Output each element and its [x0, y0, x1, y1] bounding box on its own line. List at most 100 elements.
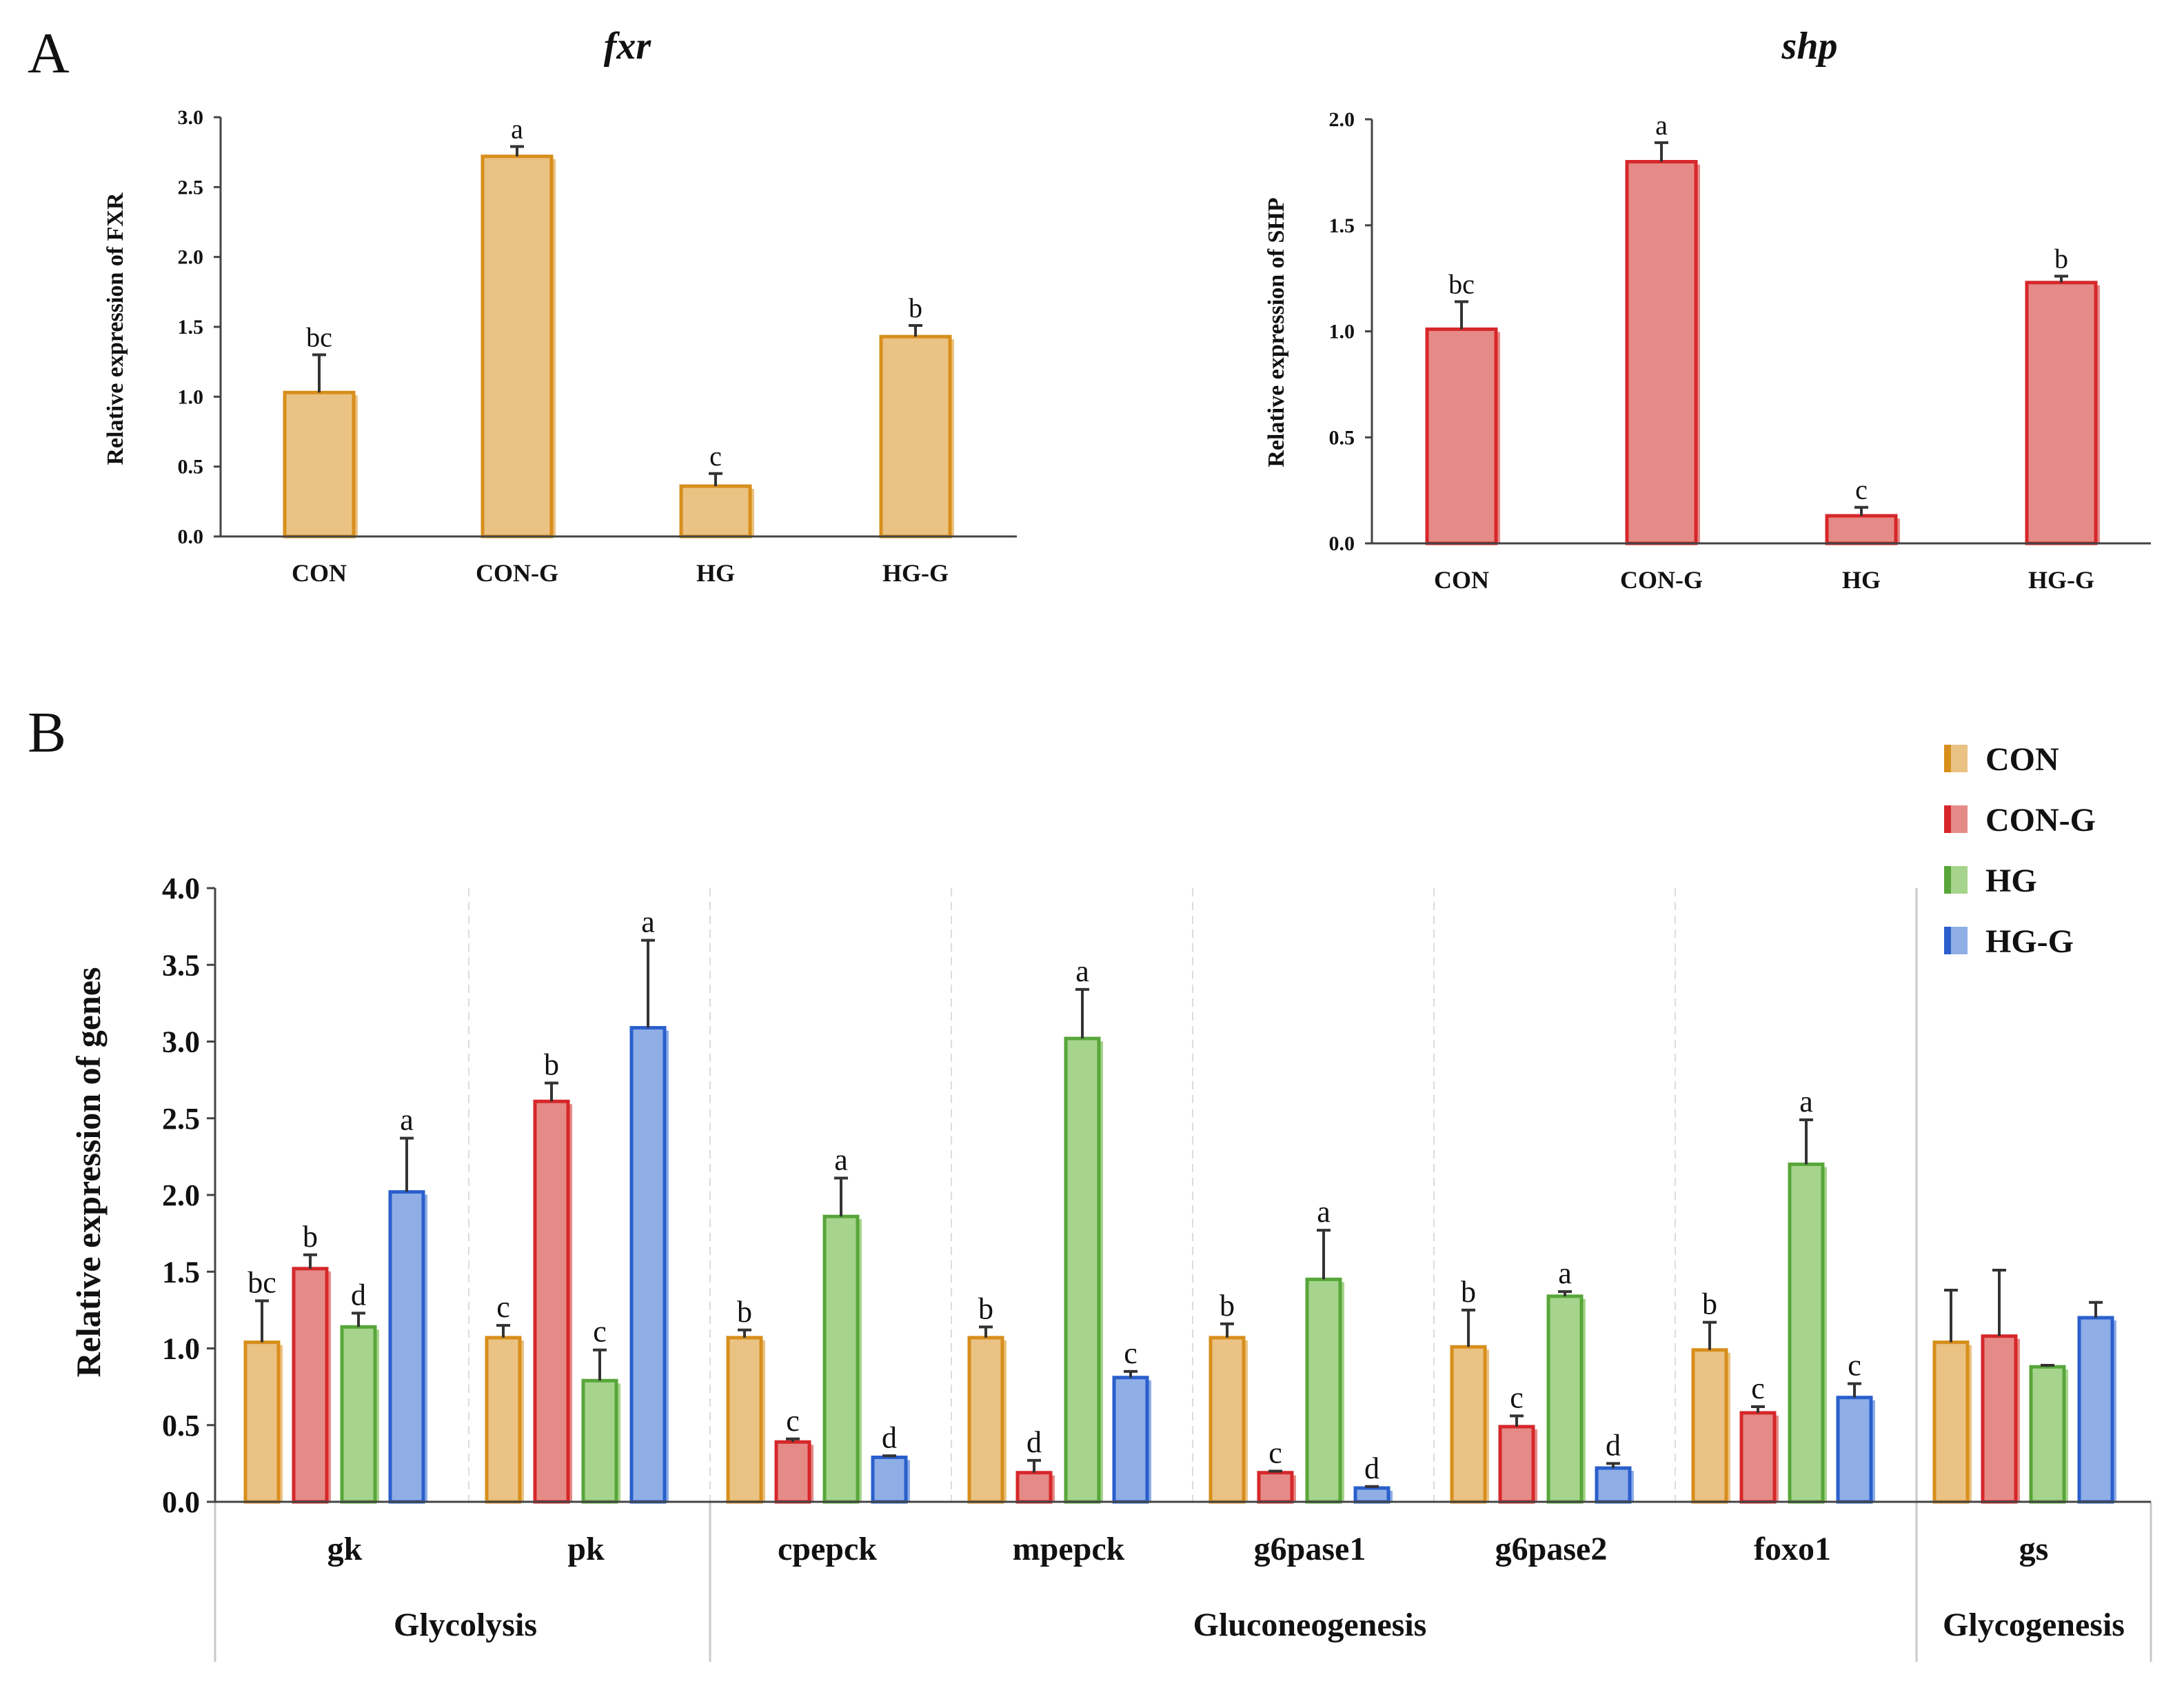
y-tick-label: 1.0 — [1329, 321, 1355, 343]
genes-y-axis-label: Relative expression of genes — [69, 967, 108, 1378]
cpepck-con-g-significance-label: c — [786, 1404, 800, 1438]
legend-label-hg-g: HG-G — [1985, 923, 2074, 960]
g6pase1-hg-significance-label: a — [1317, 1195, 1331, 1229]
cpepck-hg-g-significance-label: d — [882, 1420, 897, 1454]
y-tick-label: 0.5 — [162, 1409, 200, 1443]
fxr-bars: bc a c b — [283, 114, 954, 539]
gk-con-bar — [243, 1340, 281, 1504]
genes-separators — [214, 888, 2152, 1662]
fxr-y-axis-label: Relative expression of FXR — [103, 192, 128, 465]
mpepck-hg-g-bar — [1112, 1376, 1149, 1504]
mpepck-con-g-bar — [1015, 1471, 1053, 1504]
pk-hg-significance-label: c — [593, 1315, 607, 1349]
y-tick-label: 1.5 — [162, 1255, 200, 1289]
legend-label-hg: HG — [1985, 863, 2037, 899]
cpepck-con-bar — [726, 1336, 763, 1504]
fxr-con-g-significance-label: a — [511, 114, 523, 145]
legend-swatch-hg-edge — [1944, 866, 1951, 894]
fxr-chart: fxr Relative expression of FXR 0.0 0.5 1.0… — [103, 25, 1017, 587]
pk-con-g-significance-label: b — [544, 1048, 559, 1082]
mpepck-con-g-significance-label: d — [1027, 1425, 1042, 1459]
y-tick-label: 2.0 — [1329, 108, 1355, 131]
x-category-label: gs — [2019, 1531, 2049, 1567]
y-tick-label: 0.5 — [178, 456, 204, 479]
cpepck-con-significance-label: b — [737, 1295, 752, 1329]
g6pase1-hg-g-bar — [1353, 1486, 1391, 1504]
x-category-label: cpepck — [778, 1531, 877, 1567]
shp-con-g-bar — [1625, 160, 1698, 545]
fxr-con-g-bar — [481, 154, 554, 539]
foxo1-hg-significance-label: a — [1799, 1085, 1813, 1118]
x-category-label: pk — [567, 1531, 605, 1567]
pk-con-g-bar — [533, 1099, 570, 1504]
y-tick-label: 0.0 — [1329, 532, 1355, 555]
legend-item-hg: HG — [1944, 863, 2037, 899]
fxr-x-labels: CON CON-G HG HG-G — [292, 559, 949, 587]
x-category-label: CON-G — [1620, 566, 1703, 594]
x-category-label: g6pase2 — [1495, 1531, 1608, 1567]
x-category-label: HG — [1842, 566, 1881, 594]
x-category-label: foxo1 — [1754, 1531, 1831, 1567]
y-tick-label: 1.5 — [178, 316, 204, 339]
fxr-hg-significance-label: c — [709, 441, 722, 472]
cpepck-hg-bar — [822, 1214, 860, 1504]
pk-hg-bar — [581, 1378, 618, 1504]
g6pase2-con-g-significance-label: c — [1510, 1380, 1524, 1414]
shp-hg-g-significance-label: b — [2054, 243, 2068, 274]
y-tick-label: 4.0 — [162, 872, 200, 905]
genes-x-labels: gk pk cpepck mpepck g6pase1 g6pase2 foxo1 gs — [327, 1531, 2049, 1567]
genes-group-labels: Glycolysis Gluconeogenesis Glycogenesis — [394, 1607, 2125, 1643]
gk-con-g-significance-label: b — [303, 1220, 318, 1254]
g6pase2-con-bar — [1450, 1345, 1487, 1504]
foxo1-hg-bar — [1788, 1163, 1825, 1504]
legend: CON CON-G HG HG-G — [1944, 741, 2096, 960]
gk-hg-significance-label: d — [351, 1278, 366, 1312]
pk-con-bar — [485, 1336, 522, 1504]
mpepck-con-bar — [967, 1336, 1004, 1504]
mpepck-hg-significance-label: a — [1075, 954, 1089, 988]
foxo1-con-bar — [1691, 1348, 1728, 1504]
g6pase1-con-bar — [1209, 1336, 1246, 1504]
shp-hg-significance-label: c — [1855, 474, 1868, 505]
pk-con-significance-label: c — [496, 1290, 510, 1324]
mpepck-hg-bar — [1064, 1036, 1101, 1504]
foxo1-con-significance-label: b — [1702, 1287, 1717, 1321]
x-category-label: CON — [292, 559, 347, 587]
fxr-hg-bar — [679, 484, 752, 539]
foxo1-con-g-bar — [1739, 1411, 1777, 1504]
gk-hg-g-bar — [388, 1190, 425, 1504]
y-tick-label: 1.0 — [178, 385, 204, 408]
y-tick-label: 2.0 — [162, 1178, 200, 1212]
legend-swatch-hg-g-edge — [1944, 927, 1951, 954]
foxo1-hg-g-bar — [1836, 1396, 1873, 1504]
shp-bars: bc a c b — [1425, 110, 2100, 545]
legend-swatch-con-g-edge — [1944, 805, 1951, 833]
legend-item-hg-g: HG-G — [1944, 923, 2074, 960]
y-tick-label: 1.0 — [162, 1332, 200, 1366]
legend-label-con-g: CON-G — [1985, 802, 2096, 838]
g6pase1-con-significance-label: b — [1220, 1289, 1235, 1323]
group-label: Glycogenesis — [1943, 1607, 2125, 1643]
g6pase2-hg-bar — [1546, 1294, 1584, 1504]
g6pase1-con-g-significance-label: c — [1268, 1436, 1282, 1470]
shp-x-labels: CON CON-G HG HG-G — [1434, 566, 2094, 594]
cpepck-hg-significance-label: a — [834, 1143, 848, 1177]
cpepck-con-g-bar — [774, 1440, 811, 1504]
x-category-label: mpepck — [1013, 1531, 1125, 1567]
g6pase2-con-g-bar — [1498, 1425, 1535, 1504]
g6pase1-con-g-bar — [1257, 1471, 1294, 1504]
pk-hg-g-significance-label: a — [641, 905, 655, 939]
shp-y-ticks: 0.0 0.5 1.0 1.5 2.0 — [1329, 108, 1372, 555]
shp-con-significance-label: bc — [1448, 268, 1475, 299]
gs-con-g-bar — [1981, 1334, 2018, 1504]
panel-label-b: B — [28, 701, 66, 765]
y-tick-label: 2.0 — [178, 246, 204, 269]
g6pase2-hg-g-significance-label: d — [1606, 1428, 1621, 1462]
x-category-label: HG-G — [882, 559, 949, 587]
gs-con-bar — [1932, 1340, 1970, 1504]
mpepck-hg-g-significance-label: c — [1124, 1336, 1138, 1370]
gs-hg-g-bar — [2077, 1316, 2114, 1504]
gk-hg-bar — [340, 1325, 377, 1504]
y-tick-label: 2.5 — [162, 1102, 200, 1136]
